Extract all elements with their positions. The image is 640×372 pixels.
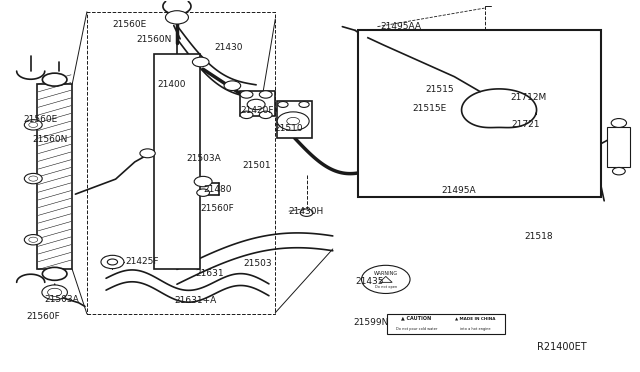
Text: 21560F: 21560F	[26, 312, 60, 321]
Text: ▲ MADE IN CHINA: ▲ MADE IN CHINA	[456, 316, 496, 320]
Text: 21503: 21503	[243, 259, 272, 268]
Text: 21560E: 21560E	[23, 115, 58, 124]
Text: 21400: 21400	[157, 80, 186, 89]
Circle shape	[287, 118, 300, 125]
Text: 21425F: 21425F	[125, 257, 159, 266]
Text: 21631: 21631	[195, 269, 224, 278]
Circle shape	[24, 235, 42, 245]
Text: WARNING: WARNING	[374, 271, 398, 276]
Circle shape	[140, 149, 156, 158]
Circle shape	[259, 91, 272, 98]
Bar	[240, 92, 275, 116]
Text: 21495AA: 21495AA	[381, 22, 422, 31]
Bar	[276, 101, 312, 138]
Bar	[37, 84, 72, 269]
Circle shape	[29, 122, 38, 128]
Circle shape	[513, 86, 524, 93]
Circle shape	[194, 176, 212, 187]
Text: ▲ CAUTION: ▲ CAUTION	[401, 316, 432, 321]
Polygon shape	[380, 276, 392, 282]
Circle shape	[299, 102, 309, 108]
Bar	[607, 127, 630, 167]
Circle shape	[193, 57, 209, 67]
Text: 21515E: 21515E	[413, 104, 447, 113]
Text: 21518: 21518	[524, 231, 553, 241]
Text: 21501: 21501	[242, 161, 271, 170]
Circle shape	[24, 120, 42, 130]
Circle shape	[224, 81, 241, 90]
Circle shape	[259, 111, 272, 119]
Text: Do not open: Do not open	[374, 285, 397, 289]
Text: 21560N: 21560N	[137, 35, 172, 44]
Text: 21560F: 21560F	[200, 204, 234, 213]
Bar	[387, 314, 505, 334]
Circle shape	[101, 255, 124, 269]
Text: 21631+A: 21631+A	[174, 296, 217, 305]
Circle shape	[278, 102, 288, 108]
Text: R21400ET: R21400ET	[537, 342, 587, 352]
Text: 21435: 21435	[355, 277, 383, 286]
Circle shape	[29, 237, 38, 242]
Circle shape	[507, 83, 530, 96]
Bar	[154, 54, 200, 269]
Circle shape	[42, 285, 67, 300]
Text: 21712M: 21712M	[510, 93, 547, 102]
Circle shape	[108, 259, 118, 265]
Text: Do not pour cold water: Do not pour cold water	[396, 327, 437, 331]
Circle shape	[166, 11, 188, 24]
Text: 21721: 21721	[511, 121, 540, 129]
Circle shape	[47, 288, 61, 296]
Circle shape	[29, 176, 38, 181]
Bar	[358, 31, 601, 197]
Circle shape	[612, 167, 625, 175]
Text: 21599N: 21599N	[354, 318, 389, 327]
Text: 21495A: 21495A	[442, 186, 476, 195]
Ellipse shape	[42, 73, 67, 86]
Circle shape	[277, 112, 309, 131]
Text: 21503A: 21503A	[44, 295, 79, 304]
Circle shape	[300, 209, 313, 217]
Circle shape	[362, 265, 410, 294]
Circle shape	[24, 173, 42, 184]
Text: 21515: 21515	[426, 85, 454, 94]
Circle shape	[240, 91, 253, 98]
Circle shape	[247, 99, 265, 110]
Text: 21420F: 21420F	[240, 106, 274, 115]
Text: 21560E: 21560E	[113, 20, 147, 29]
Text: 21560N: 21560N	[33, 135, 68, 144]
Text: 21510: 21510	[274, 124, 303, 133]
Text: 21480: 21480	[204, 185, 232, 194]
Polygon shape	[461, 89, 536, 128]
Circle shape	[196, 189, 209, 196]
Text: 21503A: 21503A	[186, 154, 221, 163]
Text: 21430H: 21430H	[288, 207, 323, 216]
Ellipse shape	[42, 267, 67, 280]
Text: into a hot engine: into a hot engine	[460, 327, 491, 331]
Text: 21430: 21430	[214, 42, 243, 51]
Circle shape	[240, 111, 253, 119]
Circle shape	[611, 119, 627, 128]
